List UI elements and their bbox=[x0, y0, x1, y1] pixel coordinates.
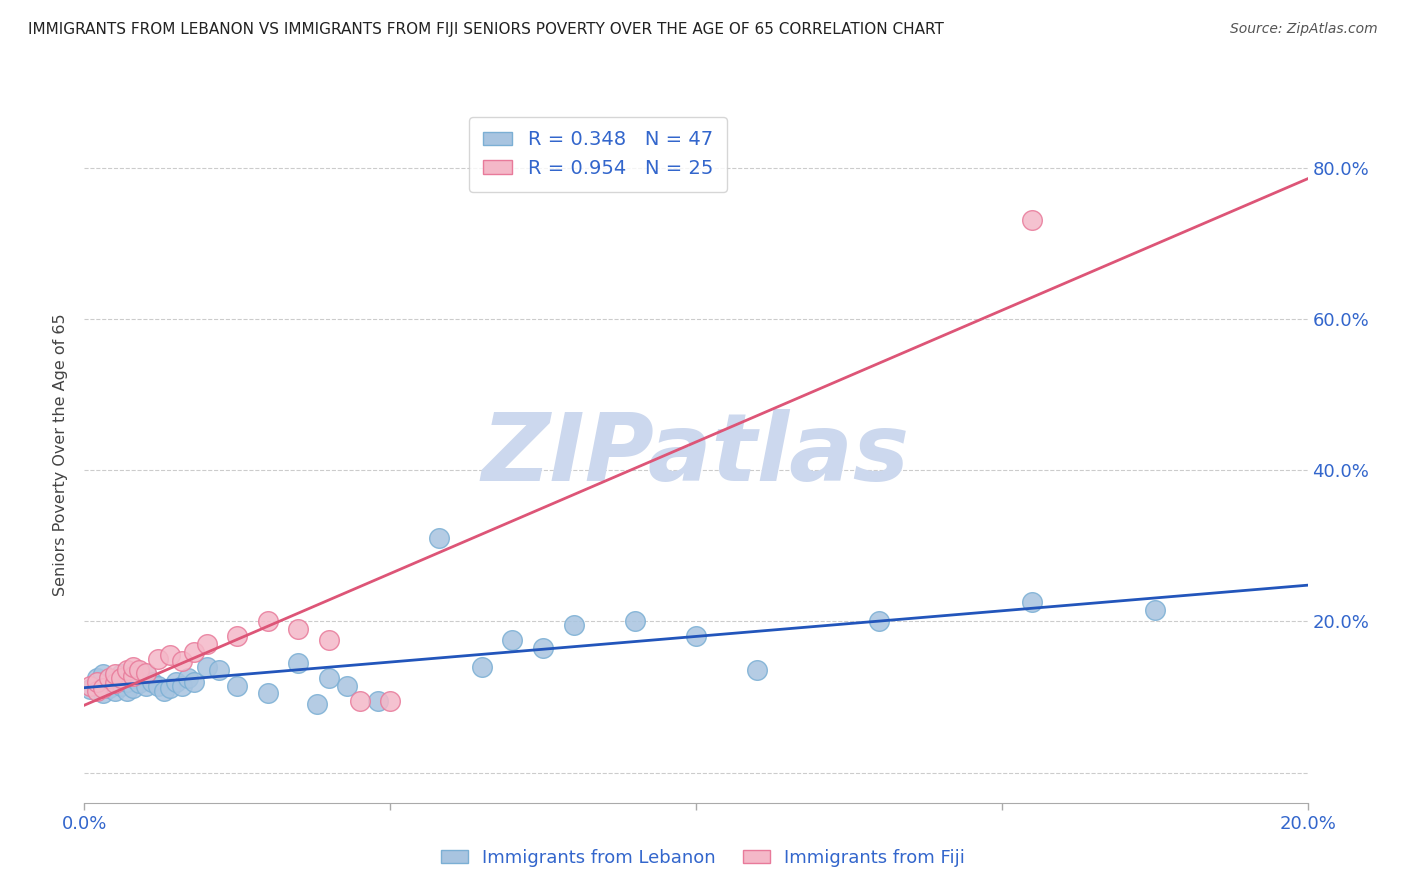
Point bbox=[318, 633, 340, 648]
Point bbox=[91, 667, 114, 681]
Text: IMMIGRANTS FROM LEBANON VS IMMIGRANTS FROM FIJI SENIORS POVERTY OVER THE AGE OF : IMMIGRANTS FROM LEBANON VS IMMIGRANTS FR… bbox=[28, 22, 943, 37]
Point bbox=[122, 659, 145, 673]
Point bbox=[146, 652, 169, 666]
Point bbox=[86, 674, 108, 689]
Point bbox=[79, 682, 101, 697]
Point bbox=[502, 633, 524, 648]
Point bbox=[257, 615, 280, 629]
Point bbox=[183, 674, 205, 689]
Point bbox=[336, 679, 359, 693]
Point bbox=[110, 679, 132, 693]
Point bbox=[159, 648, 181, 663]
Point bbox=[287, 656, 309, 670]
Point bbox=[471, 659, 494, 673]
Point bbox=[367, 694, 389, 708]
Point bbox=[115, 664, 138, 678]
Point bbox=[195, 637, 218, 651]
Point bbox=[141, 674, 163, 689]
Point bbox=[91, 681, 114, 695]
Point bbox=[135, 679, 157, 693]
Point bbox=[1143, 603, 1166, 617]
Point bbox=[146, 679, 169, 693]
Point bbox=[115, 674, 138, 689]
Point bbox=[747, 664, 769, 678]
Point bbox=[624, 615, 647, 629]
Point bbox=[1021, 595, 1043, 609]
Point bbox=[869, 615, 891, 629]
Point bbox=[91, 674, 114, 689]
Point bbox=[257, 686, 280, 700]
Point bbox=[159, 681, 181, 695]
Point bbox=[122, 671, 145, 685]
Point bbox=[226, 629, 249, 643]
Point bbox=[97, 681, 120, 695]
Y-axis label: Seniors Poverty Over the Age of 65: Seniors Poverty Over the Age of 65 bbox=[53, 314, 69, 596]
Point bbox=[1021, 213, 1043, 227]
Point bbox=[122, 681, 145, 695]
Point bbox=[135, 667, 157, 681]
Point bbox=[427, 531, 450, 545]
Point bbox=[128, 676, 150, 690]
Point bbox=[172, 654, 194, 668]
Point bbox=[104, 673, 127, 688]
Point bbox=[318, 671, 340, 685]
Point bbox=[562, 618, 585, 632]
Point bbox=[135, 665, 157, 680]
Point bbox=[97, 671, 120, 685]
Point bbox=[380, 694, 402, 708]
Text: ZIPatlas: ZIPatlas bbox=[482, 409, 910, 501]
Point bbox=[226, 679, 249, 693]
Point bbox=[172, 679, 194, 693]
Point bbox=[86, 671, 108, 685]
Point bbox=[349, 694, 371, 708]
Point bbox=[86, 684, 108, 698]
Point bbox=[208, 664, 231, 678]
Point bbox=[104, 684, 127, 698]
Legend: Immigrants from Lebanon, Immigrants from Fiji: Immigrants from Lebanon, Immigrants from… bbox=[433, 842, 973, 874]
Point bbox=[104, 667, 127, 681]
Point bbox=[195, 659, 218, 673]
Point bbox=[153, 684, 176, 698]
Point bbox=[287, 622, 309, 636]
Point bbox=[128, 664, 150, 678]
Point bbox=[165, 674, 187, 689]
Point bbox=[685, 629, 707, 643]
Point bbox=[122, 669, 145, 683]
Legend: R = 0.348   N = 47, R = 0.954   N = 25: R = 0.348 N = 47, R = 0.954 N = 25 bbox=[470, 117, 727, 192]
Point bbox=[183, 644, 205, 658]
Point bbox=[305, 698, 328, 712]
Point bbox=[104, 676, 127, 690]
Point bbox=[115, 684, 138, 698]
Point bbox=[91, 686, 114, 700]
Point bbox=[79, 679, 101, 693]
Point bbox=[110, 671, 132, 685]
Point bbox=[531, 640, 554, 655]
Point bbox=[110, 667, 132, 681]
Point bbox=[97, 676, 120, 690]
Point bbox=[177, 671, 200, 685]
Text: Source: ZipAtlas.com: Source: ZipAtlas.com bbox=[1230, 22, 1378, 37]
Point bbox=[86, 679, 108, 693]
